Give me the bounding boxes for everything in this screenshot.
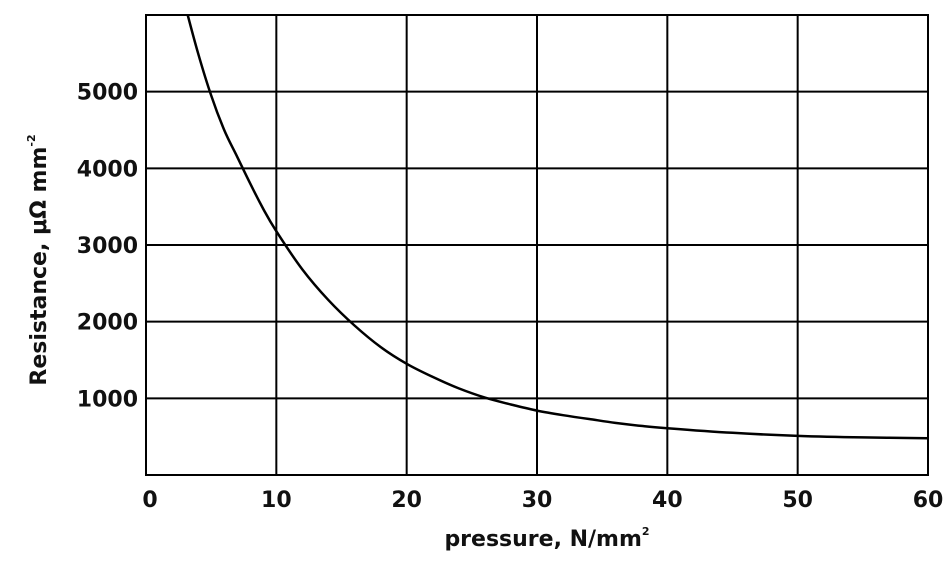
x-tick-label: 0 — [142, 488, 157, 513]
y-tick-label: 5000 — [77, 81, 138, 106]
y-tick-labels: 1000 2000 3000 4000 5000 — [77, 81, 138, 413]
grid — [146, 15, 928, 475]
y-axis-label-superscript: -2 — [25, 134, 38, 146]
x-tick-label: 30 — [522, 488, 553, 513]
y-tick-label: 2000 — [77, 311, 138, 336]
plot-frame — [145, 14, 929, 476]
x-tick-label: 10 — [261, 488, 292, 513]
x-tick-label: 40 — [652, 488, 683, 513]
x-tick-label: 60 — [913, 488, 944, 513]
x-axis-label-superscript: 2 — [642, 525, 650, 538]
y-tick-label: 1000 — [77, 387, 138, 412]
x-tick-label: 50 — [782, 488, 813, 513]
x-axis-label: pressure, N/mm2 — [444, 525, 649, 552]
x-tick-labels: 0 10 20 30 40 50 60 — [142, 488, 943, 513]
y-axis-label: Resistance, μΩ mm-2 — [25, 134, 52, 385]
series-line — [186, 14, 929, 440]
y-tick-label: 4000 — [77, 157, 138, 182]
y-axis-label-text: Resistance, μΩ mm — [27, 147, 52, 386]
y-tick-label: 3000 — [77, 234, 138, 259]
x-axis-label-text: pressure, N/mm — [444, 527, 641, 552]
x-tick-label: 20 — [391, 488, 422, 513]
